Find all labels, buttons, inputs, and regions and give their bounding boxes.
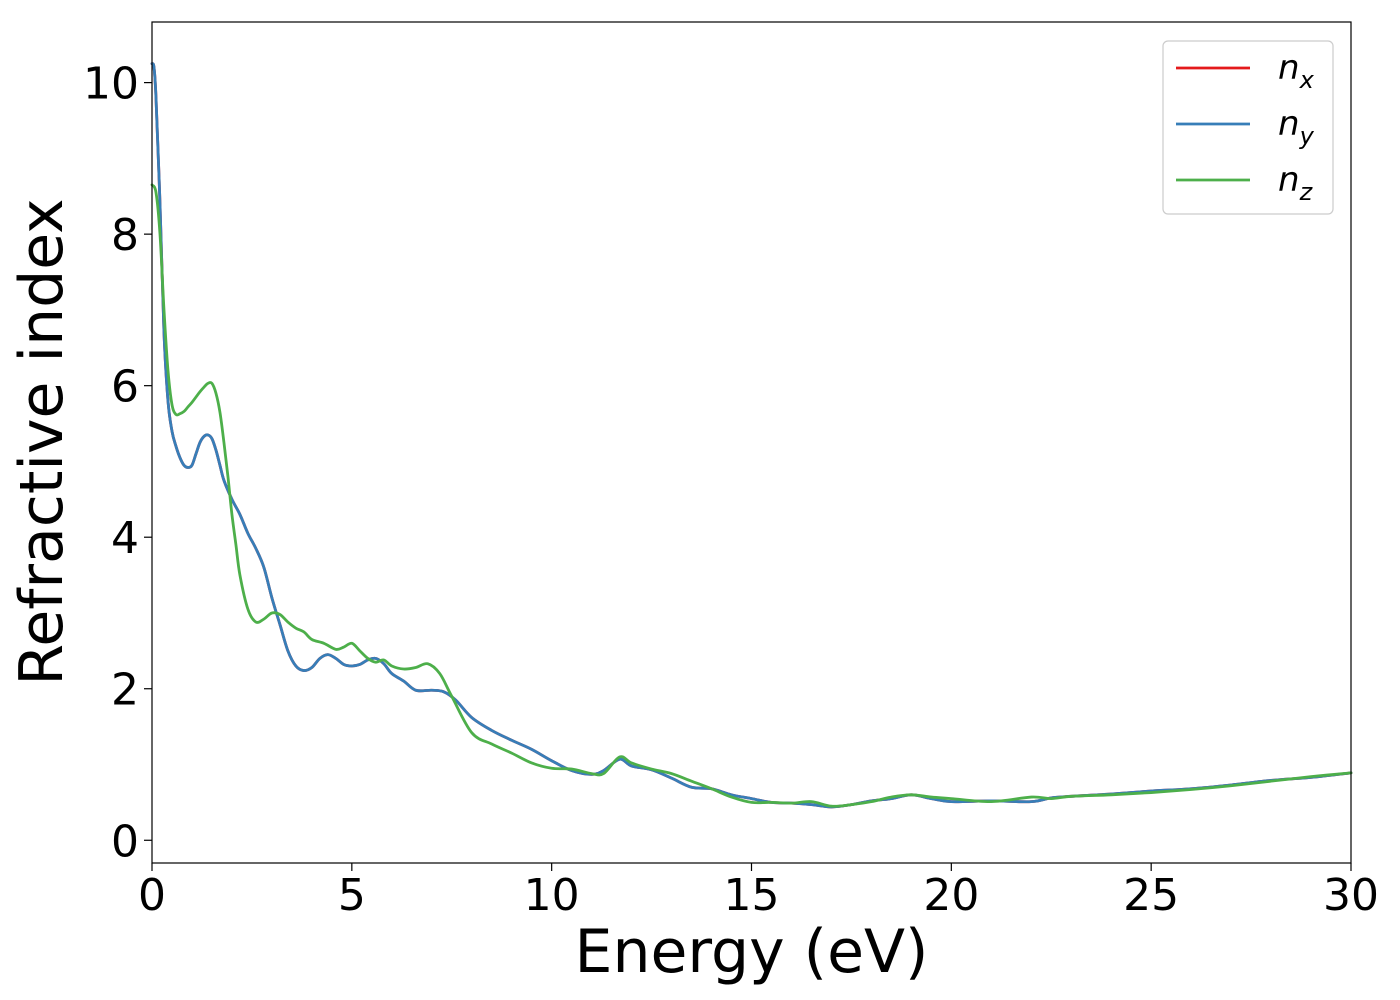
x-tick-label: 5 — [338, 870, 366, 921]
series-layer — [150, 62, 1353, 809]
y-tick-label: 4 — [111, 513, 139, 564]
legend-label-subscript: x — [1299, 66, 1315, 94]
x-tick-label: 15 — [724, 870, 780, 921]
x-tick-label: 30 — [1323, 870, 1379, 921]
legend-label-subscript: y — [1299, 122, 1315, 150]
x-tick-label: 25 — [1123, 870, 1179, 921]
x-axis-ticks: 0 5 10 15 20 25 30 — [138, 863, 1379, 921]
y-tick-label: 0 — [111, 816, 139, 867]
x-tick-label: 0 — [138, 870, 166, 921]
y-axis-ticks: 0 2 4 6 8 10 — [83, 59, 152, 867]
y-tick-label: 2 — [111, 665, 139, 716]
legend-frame — [1162, 40, 1334, 215]
legend-label-n-x: nx — [1278, 48, 1315, 94]
legend-label-n-y: ny — [1278, 104, 1315, 150]
legend-label-base: n — [1278, 104, 1300, 144]
legend-label-base: n — [1278, 160, 1300, 200]
y-axis-label: Refractive index — [7, 198, 77, 685]
series-line-n-z — [150, 183, 1353, 808]
x-tick-label: 20 — [923, 870, 979, 921]
legend-label-n-z: nz — [1278, 160, 1314, 206]
y-tick-label: 10 — [83, 59, 139, 110]
series-line-n-y — [150, 62, 1353, 809]
x-axis-label: Energy (eV) — [575, 917, 929, 987]
y-tick-label: 8 — [111, 210, 139, 261]
legend-label-base: n — [1278, 48, 1300, 88]
x-tick-label: 10 — [524, 870, 580, 921]
y-tick-label: 6 — [111, 362, 139, 413]
legend-label-subscript: z — [1299, 178, 1314, 206]
